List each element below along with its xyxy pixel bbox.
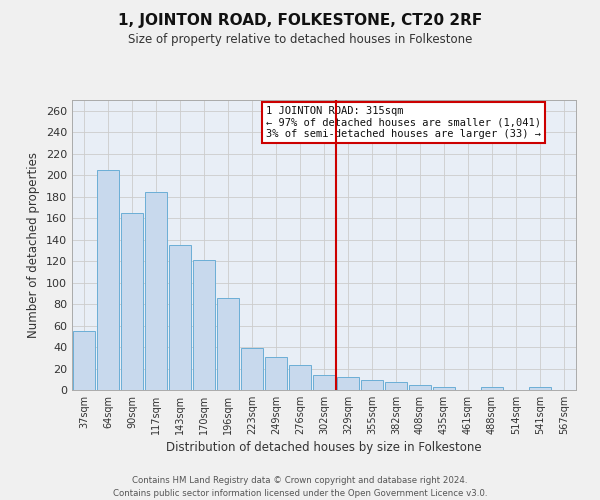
Bar [337, 377, 359, 390]
Bar [313, 375, 335, 390]
Bar [385, 382, 407, 390]
Bar [529, 387, 551, 390]
Text: Contains HM Land Registry data © Crown copyright and database right 2024.: Contains HM Land Registry data © Crown c… [132, 476, 468, 485]
Bar [121, 213, 143, 390]
Bar [433, 387, 455, 390]
Bar [409, 384, 431, 390]
Bar [289, 366, 311, 390]
X-axis label: Distribution of detached houses by size in Folkestone: Distribution of detached houses by size … [166, 441, 482, 454]
Text: 1 JOINTON ROAD: 315sqm
← 97% of detached houses are smaller (1,041)
3% of semi-d: 1 JOINTON ROAD: 315sqm ← 97% of detached… [266, 106, 541, 139]
Bar [361, 380, 383, 390]
Bar [193, 260, 215, 390]
Text: 1, JOINTON ROAD, FOLKESTONE, CT20 2RF: 1, JOINTON ROAD, FOLKESTONE, CT20 2RF [118, 12, 482, 28]
Bar [73, 331, 95, 390]
Bar [169, 245, 191, 390]
Bar [97, 170, 119, 390]
Text: Contains public sector information licensed under the Open Government Licence v3: Contains public sector information licen… [113, 489, 487, 498]
Y-axis label: Number of detached properties: Number of detached properties [28, 152, 40, 338]
Bar [481, 387, 503, 390]
Bar [241, 348, 263, 390]
Text: Size of property relative to detached houses in Folkestone: Size of property relative to detached ho… [128, 32, 472, 46]
Bar [217, 298, 239, 390]
Bar [265, 356, 287, 390]
Bar [145, 192, 167, 390]
